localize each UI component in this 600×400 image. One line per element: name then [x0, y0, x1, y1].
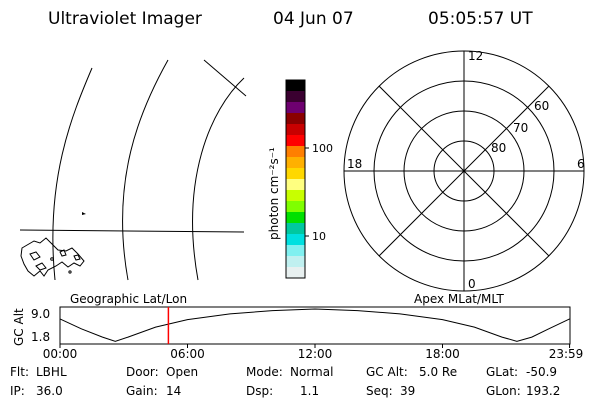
seq-value: 39	[400, 384, 415, 398]
ip-label: IP:	[10, 384, 25, 398]
color-bar-cell	[286, 179, 305, 191]
altitude-x-tick-label: 18:00	[425, 347, 460, 361]
apex-label: Apex MLat/MLT	[414, 292, 504, 306]
door-value: Open	[166, 365, 198, 379]
ip-value: 36.0	[36, 384, 63, 398]
mlat-label-70: 70	[513, 121, 528, 135]
dsp-value: 1.1	[300, 384, 319, 398]
color-bar-cell	[286, 124, 305, 136]
mode-label: Mode:	[246, 365, 283, 379]
dsp-label: Dsp:	[246, 384, 273, 398]
altitude-x-tick-label: 00:00	[43, 347, 78, 361]
gc-alt-label: GC Alt:	[366, 365, 408, 379]
mlt-label-6: 6	[577, 157, 585, 171]
color-bar-cell	[286, 135, 305, 147]
polar-plot	[343, 50, 585, 292]
color-bar: 100 10 photon cm⁻²s⁻¹	[267, 79, 333, 279]
altitude-curve	[59, 308, 570, 342]
instrument-title: Ultraviolet Imager	[48, 9, 202, 29]
altitude-y-min: 1.8	[31, 330, 50, 344]
subsatellite-marker	[82, 212, 86, 215]
altitude-x-tick-label: 06:00	[170, 347, 205, 361]
gc-alt-value: 5.0 Re	[419, 365, 457, 379]
altitude-y-max: 9.0	[31, 307, 50, 321]
longitude-line	[122, 59, 169, 281]
mlat-label-80: 80	[491, 141, 506, 155]
color-bar-cell	[286, 168, 305, 180]
altitude-axis-label: GC Alt	[12, 308, 26, 346]
coastline	[20, 237, 85, 277]
coastline	[29, 251, 41, 261]
color-bar-cell	[286, 146, 305, 158]
geographic-map	[19, 59, 247, 281]
coastline	[35, 262, 47, 271]
latitude-line	[19, 229, 245, 233]
color-bar-unit-label: photon cm⁻²s⁻¹	[267, 147, 281, 240]
mlt-label-0: 0	[468, 277, 476, 291]
color-bar-cell	[286, 190, 305, 202]
mlt-label-12: 12	[468, 49, 483, 63]
color-bar-cell	[286, 80, 305, 92]
color-bar-tick-label-100: 100	[312, 142, 333, 155]
glat-label: GLat:	[486, 365, 518, 379]
mlt-label-18: 18	[347, 157, 362, 171]
longitude-line	[203, 59, 247, 97]
seq-label: Seq:	[366, 384, 393, 398]
color-bar-tick-label-10: 10	[312, 230, 326, 243]
door-label: Door:	[126, 365, 159, 379]
glon-value: 193.2	[526, 384, 560, 398]
color-bar-cell	[286, 267, 305, 279]
color-bar-cell	[286, 223, 305, 235]
geographic-label: Geographic Lat/Lon	[70, 292, 187, 306]
coastline	[73, 254, 81, 261]
gain-label: Gain:	[126, 384, 158, 398]
glon-label: GLon:	[486, 384, 521, 398]
color-bar-cell	[286, 234, 305, 246]
color-bar-cell	[286, 256, 305, 268]
color-bar-cell	[286, 201, 305, 213]
glat-value: -50.9	[526, 365, 557, 379]
altitude-x-tick-label: 23:59	[549, 347, 584, 361]
color-bar-cells	[286, 80, 305, 279]
coastline	[59, 249, 67, 257]
longitude-line	[192, 77, 245, 281]
status-panel: Flt: LBHL Door: Open Mode: Normal GC Alt…	[10, 365, 560, 398]
coastline-islet	[50, 257, 54, 261]
filter-value: LBHL	[36, 365, 67, 379]
color-bar-cell	[286, 245, 305, 257]
color-bar-cell	[286, 212, 305, 224]
color-bar-cell	[286, 102, 305, 114]
mode-value: Normal	[290, 365, 333, 379]
color-bar-cell	[286, 157, 305, 169]
color-bar-cell	[286, 113, 305, 125]
altitude-x-ticks: 00:00 06:00 12:00 18:00 23:59	[43, 344, 584, 361]
filter-label: Flt:	[10, 365, 29, 379]
date-label: 04 Jun 07	[273, 9, 354, 29]
color-bar-frame	[285, 79, 306, 279]
gain-value: 14	[166, 384, 181, 398]
time-label: 05:05:57 UT	[428, 9, 533, 29]
altitude-strip: GC Alt 9.0 1.8 00:00 06:00 12:00 18:00 23:59	[12, 306, 584, 361]
altitude-strip-frame	[59, 306, 571, 345]
mlat-label-60: 60	[534, 99, 549, 113]
color-bar-cell	[286, 91, 305, 103]
polar-diagonal	[378, 85, 550, 257]
coastline-islet	[68, 270, 72, 274]
altitude-x-tick-label: 12:00	[298, 347, 333, 361]
